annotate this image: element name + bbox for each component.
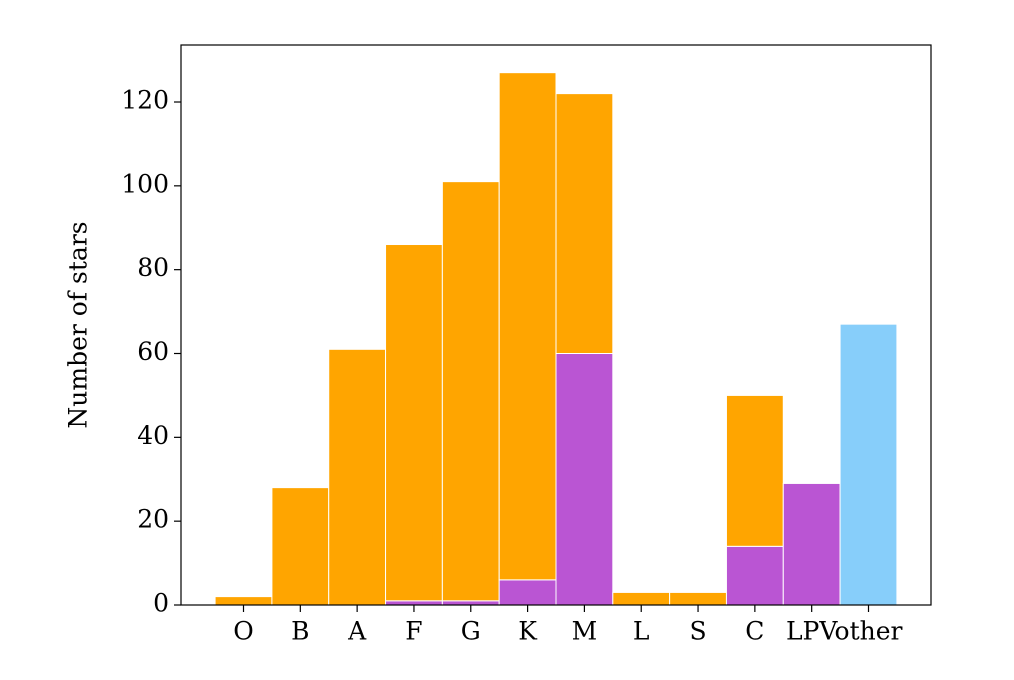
x-tick-label: L: [633, 617, 650, 646]
bar-segment: [612, 591, 671, 606]
x-tick-label: LPV: [786, 617, 838, 646]
y-tick-label: 100: [121, 169, 169, 198]
y-tick-label: 60: [137, 337, 169, 366]
bar-segment: [839, 323, 898, 606]
bar-segment: [669, 591, 727, 606]
bar-segment: [725, 545, 784, 606]
x-tick-label: S: [689, 617, 706, 646]
x-tick-label: A: [347, 617, 367, 646]
bar-segment: [328, 348, 387, 606]
y-tick-label: 80: [137, 253, 169, 282]
plot-frame: [180, 44, 932, 606]
bar-segment: [441, 600, 500, 606]
y-axis-label: Number of stars: [64, 221, 93, 428]
x-tick-label: C: [745, 617, 764, 646]
bar-segment: [214, 596, 273, 606]
y-tick-label: 40: [137, 421, 169, 450]
x-tick-label: F: [405, 617, 422, 646]
bar-segment: [498, 579, 557, 606]
bar-segment: [385, 244, 443, 602]
bar-segment: [385, 600, 443, 606]
bar-segment: [725, 394, 784, 547]
x-tick-label: G: [461, 617, 481, 646]
x-tick-label: other: [835, 617, 903, 646]
bar-segment: [498, 72, 557, 581]
x-tick-label: K: [518, 617, 538, 646]
bar-segment: [555, 93, 614, 355]
bar-segment: [441, 181, 500, 602]
bar-segment: [782, 482, 841, 606]
x-tick-label: O: [233, 617, 254, 646]
x-tick-label: B: [291, 617, 309, 646]
y-tick-label: 0: [153, 589, 169, 618]
y-tick-label: 120: [121, 86, 169, 115]
bar-segment: [271, 487, 330, 606]
x-tick-label: M: [572, 617, 598, 646]
bar-segment: [555, 353, 614, 606]
y-tick-label: 20: [137, 505, 169, 534]
